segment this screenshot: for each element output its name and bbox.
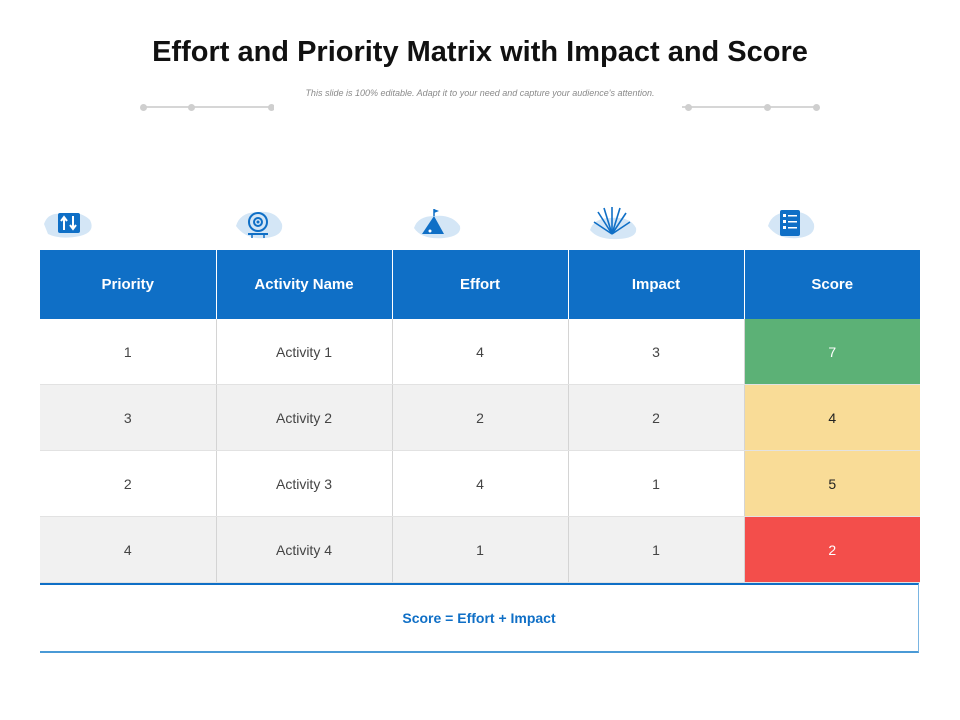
header-impact: Impact xyxy=(568,250,745,319)
cell-score: 7 xyxy=(744,319,920,385)
table-row: 3 Activity 2 2 2 4 xyxy=(40,384,920,451)
up-down-arrows-icon xyxy=(40,204,100,244)
cell-activity: Activity 1 xyxy=(216,319,393,385)
cell-score: 5 xyxy=(744,450,920,517)
cell-score: 2 xyxy=(744,516,920,583)
cell-impact: 3 xyxy=(568,319,745,385)
cell-impact: 1 xyxy=(568,516,745,583)
score-formula: Score = Effort + Impact xyxy=(402,610,556,626)
cell-effort: 2 xyxy=(392,384,569,451)
header-priority: Priority xyxy=(40,250,217,319)
cell-effort: 4 xyxy=(392,450,569,517)
table-header-row: Priority Activity Name Effort Impact Sco… xyxy=(40,250,920,319)
page-title: Effort and Priority Matrix with Impact a… xyxy=(152,36,808,68)
checklist-icon xyxy=(762,204,822,244)
cell-priority: 3 xyxy=(40,384,217,451)
target-gear-icon xyxy=(230,204,290,244)
table-row: 4 Activity 4 1 1 2 xyxy=(40,516,920,583)
cell-priority: 2 xyxy=(40,450,217,517)
burst-lines-icon xyxy=(584,204,644,244)
cell-priority: 1 xyxy=(40,319,217,385)
header-effort: Effort xyxy=(392,250,569,319)
cell-priority: 4 xyxy=(40,516,217,583)
cell-impact: 2 xyxy=(568,384,745,451)
table-row: 2 Activity 3 4 1 5 xyxy=(40,450,920,517)
cell-activity: Activity 2 xyxy=(216,384,393,451)
decorative-dot-line xyxy=(140,104,820,111)
cell-effort: 4 xyxy=(392,319,569,385)
cell-impact: 1 xyxy=(568,450,745,517)
cell-score: 4 xyxy=(744,384,920,451)
header-score: Score xyxy=(744,250,920,319)
header-activity-name: Activity Name xyxy=(216,250,393,319)
header-icons xyxy=(40,204,920,244)
subtitle: This slide is 100% editable. Adapt it to… xyxy=(305,88,655,98)
mountain-flag-icon xyxy=(408,204,468,244)
priority-matrix-table: Priority Activity Name Effort Impact Sco… xyxy=(40,250,920,583)
formula-box: Score = Effort + Impact xyxy=(40,583,919,653)
cell-activity: Activity 4 xyxy=(216,516,393,583)
table-row: 1 Activity 1 4 3 7 xyxy=(40,319,920,385)
cell-activity: Activity 3 xyxy=(216,450,393,517)
cell-effort: 1 xyxy=(392,516,569,583)
